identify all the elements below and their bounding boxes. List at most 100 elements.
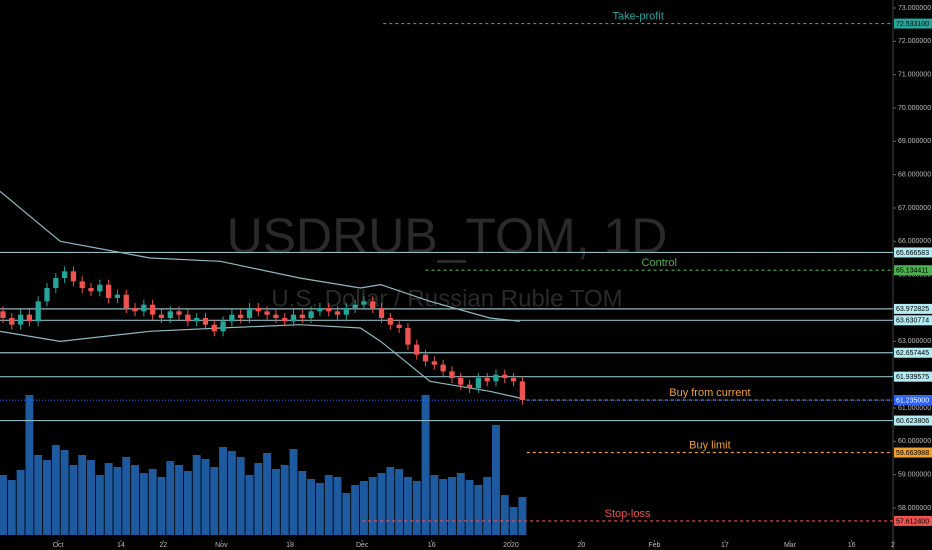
candle-body: [9, 318, 15, 325]
level-label: Stop-loss: [605, 508, 651, 520]
candle-body: [396, 324, 402, 328]
candle-body: [273, 314, 279, 318]
bollinger-band: [0, 190, 520, 322]
x-tick-label: 22: [159, 542, 167, 549]
y-tick-label: 63.000000: [898, 338, 931, 345]
candle-body: [405, 328, 411, 345]
x-tick-label: 17: [721, 542, 729, 549]
candle-body: [510, 378, 517, 382]
volume-bar: [403, 477, 412, 535]
volume-bar: [157, 477, 166, 535]
bollinger-band: [0, 324, 520, 399]
candle-body: [431, 361, 437, 365]
candle-body: [299, 314, 305, 318]
level-label: Buy limit: [689, 439, 731, 451]
price-label-box: [894, 247, 932, 258]
volume-bar: [87, 460, 95, 535]
volume-bar: [78, 455, 87, 535]
candle-body: [123, 294, 129, 308]
volume-bar: [183, 471, 192, 535]
candle-body: [26, 314, 33, 322]
x-tick-label: 16: [848, 542, 856, 549]
volume-bar: [34, 455, 43, 535]
price-label: 72.533100: [896, 21, 929, 28]
candle-body: [194, 318, 200, 322]
candle-body: [484, 378, 490, 382]
candle-body: [378, 308, 385, 318]
y-tick-label: 58.000000: [898, 505, 931, 512]
candle-body: [97, 284, 103, 292]
volume-bar: [95, 475, 104, 535]
candle-body: [44, 288, 50, 302]
volume-bar: [122, 457, 131, 535]
volume-bar: [456, 473, 465, 535]
candle-body: [79, 281, 85, 288]
candle-body: [105, 284, 112, 298]
price-label-box: [894, 347, 932, 358]
price-label-box: [894, 395, 932, 406]
price-label: 61.235000: [896, 398, 929, 405]
x-tick-label: Nov: [215, 542, 228, 549]
level-label: Buy from current: [669, 387, 750, 399]
candle-body: [387, 318, 393, 325]
candle-body: [70, 271, 77, 282]
volume-bar: [298, 471, 307, 535]
candle-body: [352, 304, 358, 308]
candle-body: [158, 314, 165, 318]
volume-bar: [166, 461, 175, 535]
volume-bar: [492, 425, 500, 535]
x-tick-label: 16: [428, 542, 436, 549]
volume-bar: [271, 469, 280, 535]
volume-bar: [43, 460, 51, 535]
price-label-box: [894, 371, 932, 382]
volume-bar: [483, 477, 492, 535]
candle-body: [246, 308, 253, 318]
x-tick-label: Feb: [648, 542, 660, 549]
candle-body: [211, 324, 217, 332]
price-label-box: [894, 415, 932, 426]
volume-bar: [315, 483, 324, 535]
volume-bar: [210, 467, 219, 535]
price-label: 63.630774: [896, 318, 929, 325]
y-tick-label: 72.000000: [898, 38, 931, 45]
price-label-box: [894, 265, 932, 276]
x-tick-label: 2020: [503, 542, 519, 549]
volume-bar: [219, 447, 228, 535]
x-tick-label: Oct: [53, 542, 64, 549]
candle-body: [326, 308, 332, 312]
price-label: 65.134411: [896, 268, 929, 275]
volume-bar: [447, 477, 456, 535]
candle-body: [202, 318, 209, 325]
volume-bar: [175, 465, 184, 535]
candle-body: [114, 294, 121, 298]
candle-body: [229, 314, 235, 322]
volume-bar: [192, 455, 201, 535]
volume-bar: [421, 395, 430, 535]
x-tick-label: Dec: [356, 542, 369, 549]
candle-body: [132, 308, 138, 312]
volume-bar: [113, 467, 122, 535]
watermark: USDRUB_TOM, 1D: [227, 208, 668, 264]
price-label: 60.623806: [896, 418, 929, 425]
candle-body: [255, 308, 261, 312]
y-tick-label: 60.000000: [898, 438, 931, 445]
volume-bar: [412, 481, 421, 535]
candle-body: [220, 321, 226, 332]
volume-bar: [307, 479, 316, 535]
price-label: 59.663988: [896, 450, 929, 457]
candle-body: [493, 374, 499, 382]
volume-bar: [518, 497, 527, 535]
y-tick-label: 61.000000: [898, 405, 931, 412]
volume-bar: [236, 457, 245, 535]
price-label-box: [894, 18, 932, 29]
volume-bar: [351, 485, 360, 535]
volume-bar: [131, 465, 140, 535]
candle-body: [334, 311, 341, 315]
volume-bar: [263, 453, 272, 535]
candle-body: [88, 288, 94, 292]
price-label-box: [894, 447, 932, 458]
volume-bar: [201, 459, 210, 535]
y-tick-label: 71.000000: [898, 72, 931, 79]
volume-bar: [500, 495, 509, 535]
